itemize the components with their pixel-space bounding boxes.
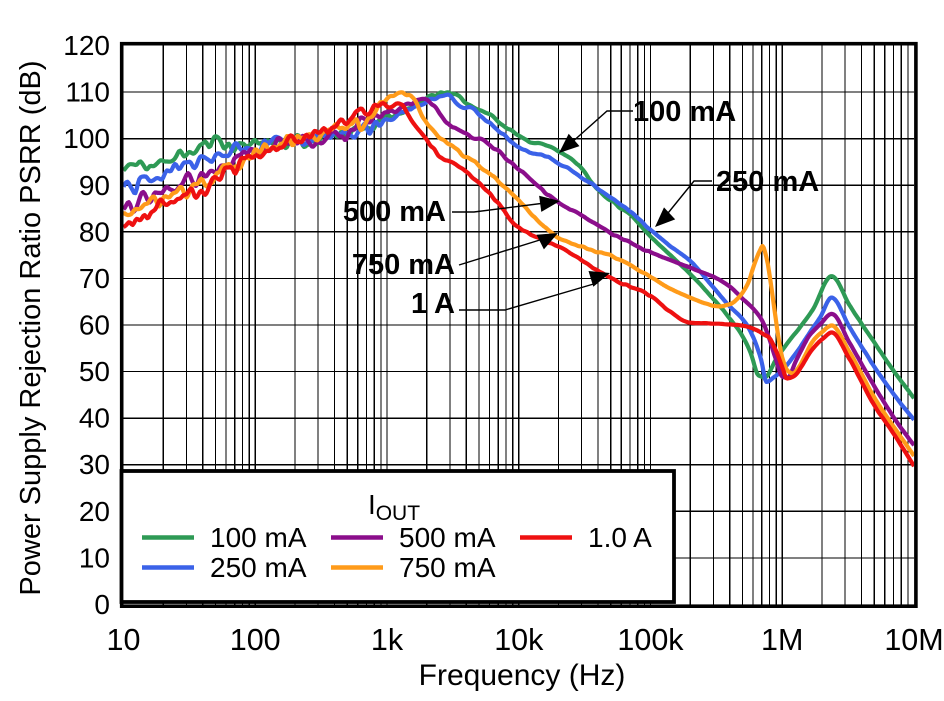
svg-text:1 A: 1 A <box>411 288 455 320</box>
svg-text:1.0 A: 1.0 A <box>588 522 652 553</box>
svg-text:120: 120 <box>63 30 110 61</box>
svg-text:50: 50 <box>79 356 110 387</box>
svg-text:80: 80 <box>79 216 110 247</box>
svg-text:60: 60 <box>79 310 110 341</box>
svg-text:10: 10 <box>79 542 110 573</box>
svg-text:70: 70 <box>79 263 110 294</box>
svg-text:20: 20 <box>79 496 110 527</box>
svg-text:10: 10 <box>107 623 141 657</box>
svg-text:250 mA: 250 mA <box>716 166 819 198</box>
svg-text:100 mA: 100 mA <box>633 96 736 128</box>
svg-text:500 mA: 500 mA <box>399 522 496 553</box>
svg-text:100 mA: 100 mA <box>210 522 307 553</box>
svg-text:10k: 10k <box>494 623 544 657</box>
svg-text:100: 100 <box>63 123 110 154</box>
svg-text:Power Supply Rejection Ratio P: Power Supply Rejection Ratio PSRR (dB) <box>15 60 47 595</box>
svg-text:30: 30 <box>79 449 110 480</box>
svg-text:40: 40 <box>79 403 110 434</box>
svg-text:500 mA: 500 mA <box>343 196 446 228</box>
svg-text:Frequency (Hz): Frequency (Hz) <box>419 659 626 692</box>
svg-text:1M: 1M <box>761 623 803 657</box>
svg-text:0: 0 <box>94 589 110 620</box>
svg-text:100k: 100k <box>617 623 684 657</box>
svg-text:10M: 10M <box>884 623 943 657</box>
svg-text:110: 110 <box>65 77 110 108</box>
svg-text:1k: 1k <box>371 623 404 657</box>
svg-text:750 mA: 750 mA <box>352 249 455 281</box>
svg-text:250 mA: 250 mA <box>210 552 307 583</box>
svg-text:90: 90 <box>79 170 110 201</box>
svg-text:100: 100 <box>230 623 281 657</box>
svg-text:750 mA: 750 mA <box>399 552 496 583</box>
